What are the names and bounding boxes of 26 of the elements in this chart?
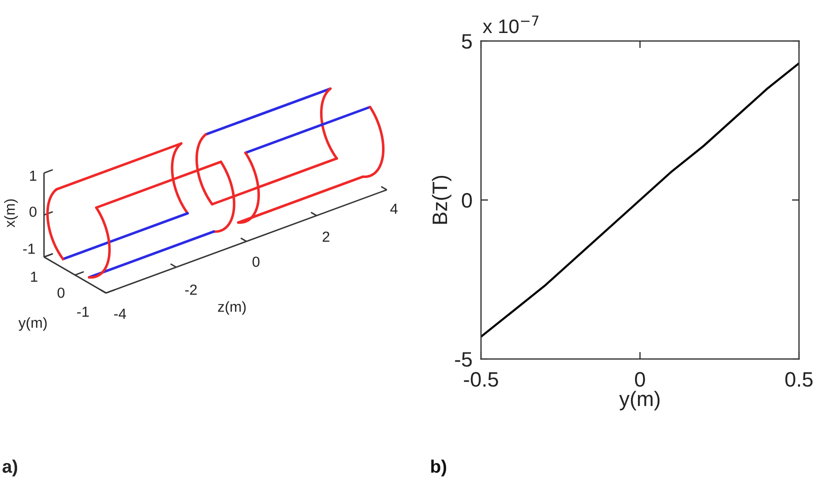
text: x 10$^{−7}$ xyxy=(482,16,538,34)
y-tick-label: 5 xyxy=(462,34,472,49)
y-tick-label: -5 xyxy=(455,352,472,367)
text: 4 xyxy=(390,204,398,214)
text: y(m) xyxy=(18,317,47,331)
x-axis-title: y(m) xyxy=(619,390,660,410)
text: -1 xyxy=(23,244,35,254)
text: -2 xyxy=(185,284,197,295)
line-series xyxy=(481,62,799,338)
text: 2 xyxy=(322,232,330,242)
text: -1 xyxy=(77,306,89,317)
text: 0 xyxy=(30,206,36,217)
text: 1 xyxy=(31,272,38,282)
y-axis-title: Bz(T) xyxy=(432,176,452,224)
text: 0 xyxy=(252,256,260,267)
y-tick-label: 0 xyxy=(462,193,472,208)
x-tick-label: 0.5 xyxy=(785,372,813,387)
text: 0 xyxy=(58,288,64,298)
text: 1 xyxy=(30,170,36,181)
text: -4 xyxy=(114,308,126,319)
text: x(m) xyxy=(4,199,18,228)
x-tick-label: 0 xyxy=(635,372,645,387)
text: b) xyxy=(431,460,446,476)
text: a) xyxy=(2,460,18,476)
x-tick-label: -0.5 xyxy=(464,372,498,387)
text: z(m) xyxy=(218,301,246,315)
